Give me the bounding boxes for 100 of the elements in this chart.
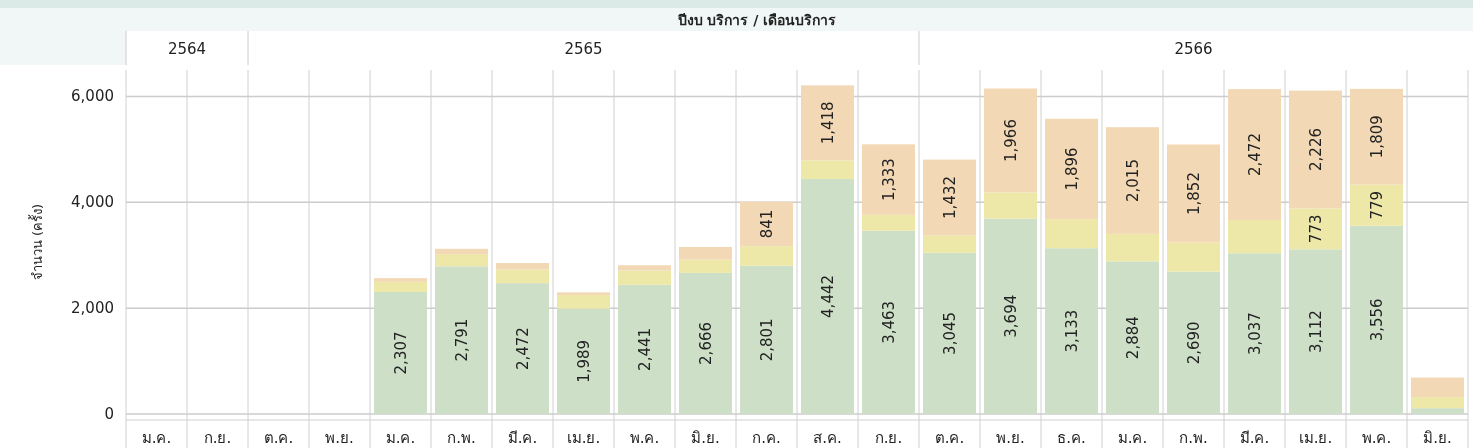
bar: [1350, 225, 1403, 414]
x-tick-label: มี.ค.: [1239, 429, 1270, 447]
data-label: 3,133: [1062, 309, 1081, 353]
bar: [740, 265, 793, 414]
text: 2565: [564, 40, 603, 58]
bar: [1228, 89, 1281, 220]
bar: [1350, 88, 1403, 185]
data-label: 2,472: [513, 327, 532, 371]
x-tick-label: ม.ค.: [1117, 429, 1148, 447]
data-label: 2,791: [452, 318, 471, 362]
bar: [1106, 127, 1159, 234]
data-label: 1,333: [879, 158, 898, 202]
data-label: 2,441: [635, 327, 654, 371]
y-tick-label: 2,000: [71, 299, 114, 318]
x-tick-label: ก.ย.: [874, 429, 903, 447]
bar: [984, 218, 1037, 414]
y-axis-title: จำนวน (ครั้ง): [28, 203, 45, 281]
bar: [679, 246, 732, 260]
bar: [374, 291, 427, 414]
data-label: 1,966: [1001, 119, 1020, 163]
x-tick-label: ม.ค.: [141, 429, 172, 447]
bar: [1289, 208, 1342, 250]
data-label: 1,809: [1367, 115, 1386, 159]
x-tick-label: มิ.ย.: [691, 429, 720, 447]
y-tick-label: 6,000: [71, 87, 114, 106]
bar: [435, 254, 488, 267]
x-tick-label: ธ.ค.: [1057, 429, 1086, 447]
x-tick-label: พ.ย.: [325, 429, 354, 447]
bar: [435, 248, 488, 255]
data-label: 2,666: [696, 321, 715, 365]
bar: [1106, 261, 1159, 414]
bar: [1411, 408, 1464, 414]
x-tick-label: ม.ค.: [385, 429, 416, 447]
bar: [1045, 219, 1098, 249]
data-label: 4,442: [818, 274, 837, 318]
bar: [496, 263, 549, 270]
bar: [618, 284, 671, 414]
bar: [1045, 248, 1098, 414]
bar: [557, 294, 610, 309]
y-tick-label: 4,000: [71, 193, 114, 212]
bar: [740, 246, 793, 266]
data-label: 2,801: [757, 318, 776, 362]
bar: [862, 230, 915, 414]
data-label: 2,472: [1245, 133, 1264, 176]
data-label: 1,989: [574, 339, 593, 383]
bar: [435, 266, 488, 414]
data-label: 841: [757, 209, 776, 239]
bar: [496, 283, 549, 414]
bar: [1411, 397, 1464, 409]
data-label: 779: [1367, 190, 1386, 220]
data-label: 3,037: [1245, 312, 1264, 356]
x-tick-label: ต.ค.: [263, 429, 294, 447]
bar: [1289, 249, 1342, 414]
x-tick-label: พ.ค.: [1361, 429, 1392, 447]
data-label: 2,884: [1123, 316, 1142, 360]
bar: [1411, 377, 1464, 398]
x-tick-label: ก.พ.: [1179, 429, 1208, 447]
bar: [1167, 144, 1220, 243]
bar: [557, 292, 610, 295]
data-label: 3,556: [1367, 298, 1386, 342]
data-label: 2,226: [1306, 128, 1325, 171]
x-tick-label: พ.ค.: [629, 429, 660, 447]
data-label: 773: [1306, 214, 1325, 244]
data-label: 1,852: [1184, 172, 1203, 215]
data-label: 2,690: [1184, 321, 1203, 365]
text: 2566: [1174, 40, 1213, 58]
text: 2564: [167, 40, 207, 58]
data-label: 2,307: [391, 331, 410, 375]
bar: [740, 201, 793, 247]
bar: [862, 144, 915, 215]
x-tick-label: เม.ย.: [1298, 429, 1333, 447]
data-label: 1,896: [1062, 147, 1081, 191]
x-tick-label: มี.ค.: [507, 429, 538, 447]
bar: [557, 308, 610, 414]
bar: [862, 214, 915, 231]
data-label: 3,694: [1001, 294, 1020, 338]
bar: [1106, 233, 1159, 262]
bar: [1289, 90, 1342, 209]
data-label: 1,418: [818, 101, 837, 145]
bar: [923, 252, 976, 414]
bar: [1228, 253, 1281, 414]
x-tick-label: ก.ค.: [752, 429, 781, 447]
bar: [923, 235, 976, 253]
x-axis-title: ปีงบ บริการ / เดือนบริการ: [676, 12, 837, 28]
x-tick-label: พ.ย.: [996, 429, 1025, 447]
data-label: 2,015: [1123, 159, 1142, 203]
x-tick-label: ต.ค.: [934, 429, 965, 447]
bar: [1350, 184, 1403, 226]
bar: [1228, 219, 1281, 254]
bar: [801, 178, 854, 414]
data-label: 3,463: [879, 300, 898, 344]
x-tick-label: มิ.ย.: [1423, 429, 1452, 447]
bar: [374, 281, 427, 292]
x-tick-label: เม.ย.: [566, 429, 601, 447]
x-tick-label: ก.ย.: [203, 429, 232, 447]
bar: [801, 160, 854, 179]
bar: [679, 272, 732, 414]
bar: [923, 159, 976, 236]
bar: [984, 192, 1037, 219]
bar: [801, 85, 854, 161]
